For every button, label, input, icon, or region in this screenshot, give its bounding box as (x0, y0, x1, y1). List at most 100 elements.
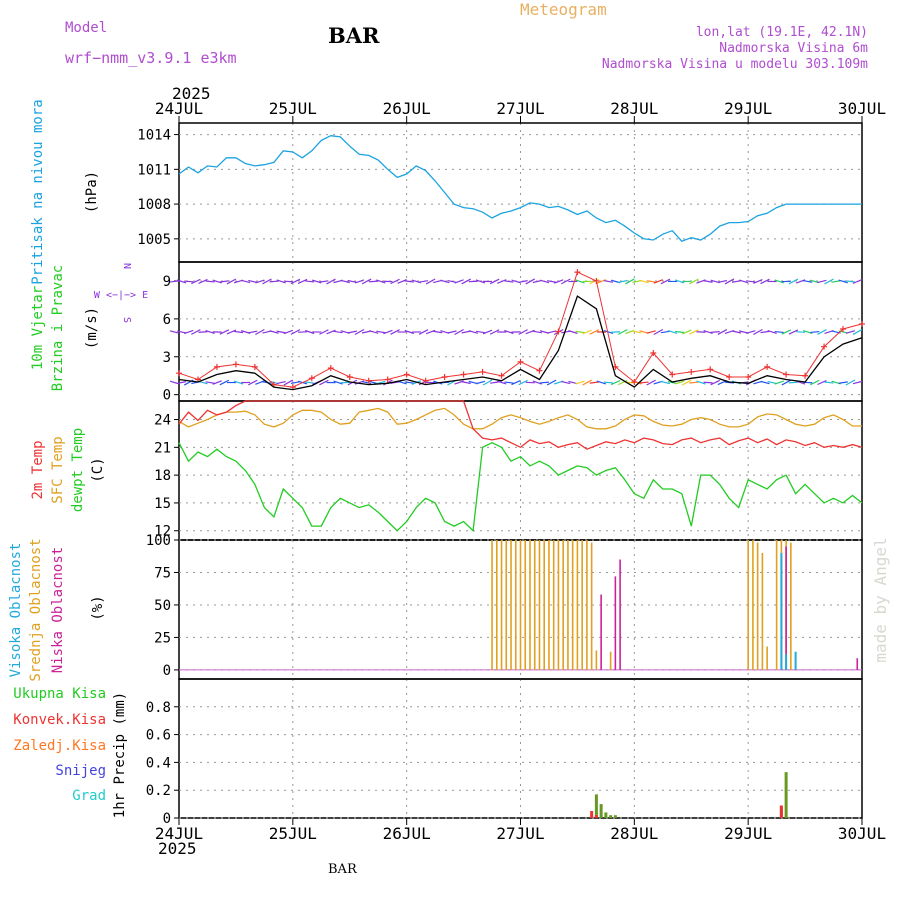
wind-arrow (248, 279, 258, 284)
wind-arrow (475, 279, 486, 284)
wind-arrow (710, 331, 720, 333)
wind-arrow (475, 380, 486, 385)
wind-arrow (817, 380, 827, 386)
wind-arrow (845, 379, 856, 386)
wind-arrow (333, 380, 343, 385)
wind-arrow (653, 328, 664, 336)
wind-arrow (731, 280, 742, 283)
wind-arrow (674, 279, 685, 284)
wind-arrow (354, 328, 365, 336)
wind-arrow (262, 278, 272, 285)
wind-arrow (788, 278, 799, 285)
pressure-unit: (hPa) (84, 171, 100, 213)
wind-arrow (774, 279, 784, 284)
wind-arrow (319, 379, 329, 386)
x-tick-label-top: 29JUL (724, 99, 772, 118)
wind-arrow (660, 278, 671, 285)
wind-arrow (582, 329, 592, 335)
wind-unit: (m/s) (84, 307, 100, 349)
x-tick-label-top: 30JUL (838, 99, 886, 118)
wind-arrow (247, 379, 258, 386)
wind-arrow (276, 279, 286, 284)
precip-legend-item: Ukupna Kisa (13, 686, 106, 702)
gust-series (178, 271, 863, 388)
wind-arrow (176, 381, 187, 385)
wind-arrow (461, 381, 471, 385)
wind-arrow (305, 280, 315, 283)
wind-arrow (546, 330, 557, 334)
temp-tick-label: 12 (154, 524, 171, 540)
wind-arrow (198, 278, 208, 285)
high-cloud-axis-title: Visoka Oblacnost (8, 543, 24, 678)
cloud-unit: (%) (90, 595, 106, 620)
wind-arrow (369, 330, 379, 334)
wind-arrow (184, 280, 194, 283)
elevation-label: Nadmorska Visina 6m (719, 41, 868, 56)
low-cloud-axis-title: Niska Oblacnost (50, 547, 66, 673)
wind-arrow (575, 330, 585, 334)
wind-arrow (617, 379, 628, 386)
dewpoint-series (178, 441, 863, 533)
compass-s: S (121, 317, 132, 323)
wind-arrow (603, 329, 614, 335)
wind-arrow (297, 278, 308, 284)
wind-arrow (518, 379, 528, 386)
wind-arrow (482, 329, 493, 335)
wind-arrow (532, 330, 542, 334)
wind-arrow (568, 330, 578, 334)
wind-arrow (746, 330, 756, 334)
wind-arrow (746, 280, 756, 283)
wind-arrow (418, 329, 429, 335)
wind-arrow (753, 279, 763, 284)
year-top: 2025 (172, 84, 211, 103)
pressure-tick-label: 1005 (137, 232, 171, 248)
x-tick-label-bottom: 28JUL (610, 824, 658, 843)
wind-arrow (518, 280, 528, 283)
wind-arrow (404, 280, 414, 283)
wind-arrow (646, 330, 656, 334)
wind-arrow (504, 381, 514, 384)
precip-legend-item: Zaledj.Kisa (13, 738, 106, 754)
pressure-tick-label: 1014 (137, 128, 171, 144)
precip-legend-item: Konvek.Kisa (13, 712, 106, 728)
wind-arrow (219, 379, 230, 386)
wind-arrow (824, 278, 834, 285)
temp-tick-label: 24 (154, 413, 171, 429)
wind-arrow (383, 379, 393, 386)
wind-arrow (255, 279, 265, 284)
x-tick-label-bottom: 29JUL (724, 824, 772, 843)
compass-glyph: N W <−|−> E S (94, 263, 148, 323)
wind-arrow (561, 380, 571, 385)
wind-arrow (340, 279, 350, 284)
wind-arrow (796, 331, 806, 333)
wind-arrow (781, 379, 792, 386)
wind-arrow (418, 280, 429, 283)
wind-arrow (617, 329, 628, 335)
wind-tick-label: 3 (163, 350, 171, 366)
wind-arrow (205, 381, 215, 384)
wind-arrow (347, 279, 357, 283)
wind-arrow (660, 380, 671, 385)
model-label: Model (65, 20, 108, 36)
x-tick-label-bottom: 30JUL (838, 824, 886, 843)
wind-arrow (290, 381, 301, 384)
wind-arrow (255, 328, 265, 336)
wind-arrow (447, 279, 457, 283)
wind-arrow (539, 381, 550, 384)
wind-arrow (838, 381, 848, 384)
wind-arrow (810, 330, 820, 334)
wind-arrow (575, 279, 585, 284)
wind-arrow (689, 329, 699, 335)
wind-arrow (205, 280, 215, 283)
wind-arrow (561, 330, 571, 334)
cloud-tick-label: 25 (154, 630, 171, 646)
wind-arrow (169, 330, 180, 334)
x-tick-label-bottom: 25JUL (269, 824, 317, 843)
wind-arrow (241, 279, 251, 284)
year-bottom: 2025 (158, 839, 197, 858)
wind-arrow (774, 330, 784, 334)
wind-arrow (369, 280, 379, 283)
wind-arrow (525, 278, 536, 285)
wind-arrow (682, 329, 692, 335)
